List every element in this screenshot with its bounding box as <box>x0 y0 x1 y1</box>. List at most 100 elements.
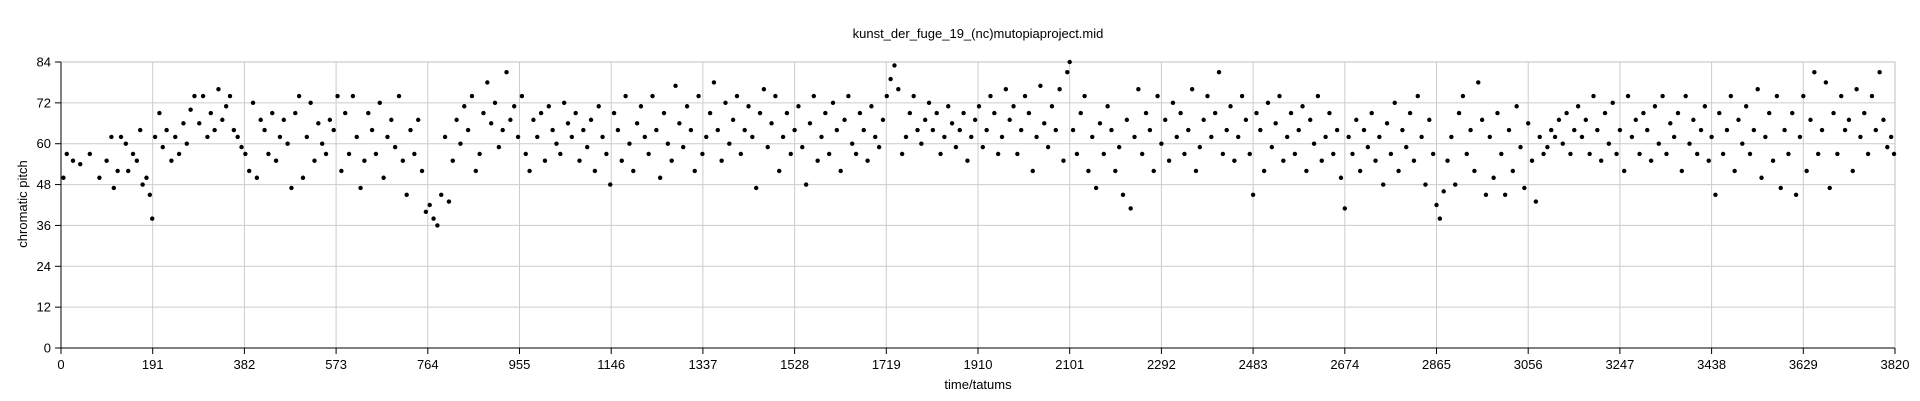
data-point <box>1622 168 1627 174</box>
data-point <box>1743 104 1749 109</box>
data-point <box>1648 158 1654 163</box>
data-point <box>152 134 158 140</box>
data-point <box>408 127 413 133</box>
data-point <box>1808 117 1813 123</box>
data-point <box>169 158 174 163</box>
data-point <box>976 104 982 109</box>
data-point <box>581 127 586 133</box>
data-point <box>157 110 162 116</box>
data-point <box>1265 100 1271 106</box>
data-point <box>1441 189 1446 194</box>
data-point <box>1583 117 1589 123</box>
data-point <box>558 151 563 157</box>
data-point <box>205 134 210 140</box>
data-point <box>1277 93 1282 99</box>
data-point <box>1579 134 1585 140</box>
data-point <box>1151 168 1156 174</box>
data-point <box>826 151 832 157</box>
data-point <box>339 168 344 174</box>
data-point <box>1174 134 1179 140</box>
data-point <box>1070 127 1076 133</box>
data-point <box>392 144 398 150</box>
data-point <box>934 110 939 116</box>
data-point <box>627 141 632 146</box>
data-point <box>1502 192 1508 197</box>
data-point <box>140 182 145 187</box>
data-point <box>846 93 851 99</box>
x-tick-label: 191 <box>142 357 164 372</box>
data-point <box>331 127 336 133</box>
data-point <box>1212 110 1218 116</box>
data-point <box>853 151 859 157</box>
data-point <box>942 134 947 140</box>
data-point <box>1793 192 1799 197</box>
y-tick-label: 60 <box>37 136 51 151</box>
data-point <box>1541 151 1546 157</box>
data-point <box>596 104 601 109</box>
data-point <box>1706 158 1711 163</box>
data-point <box>876 144 882 150</box>
data-point <box>1656 141 1661 146</box>
data-point <box>784 110 790 116</box>
data-point <box>1629 134 1635 140</box>
data-point <box>1419 134 1424 140</box>
data-point <box>1617 127 1623 133</box>
data-point <box>1057 87 1062 92</box>
data-point <box>1258 127 1263 133</box>
data-point <box>1415 93 1420 99</box>
data-point <box>1823 80 1829 85</box>
data-point <box>903 134 909 140</box>
data-point <box>1078 110 1083 116</box>
data-point <box>634 121 640 126</box>
data-point <box>1163 117 1168 123</box>
data-point <box>1061 158 1066 163</box>
data-point <box>1423 182 1428 187</box>
data-point <box>1132 134 1137 140</box>
x-tick-label: 3820 <box>1881 357 1910 372</box>
data-point <box>308 100 313 106</box>
data-point <box>1778 185 1783 191</box>
data-point <box>1400 127 1405 133</box>
data-point <box>266 151 271 157</box>
data-point <box>965 158 970 163</box>
data-point <box>707 110 713 116</box>
data-point <box>565 121 571 126</box>
data-point <box>650 93 655 99</box>
data-point <box>1323 134 1328 140</box>
data-point <box>1250 192 1256 197</box>
axes <box>55 61 1896 354</box>
data-point <box>619 158 624 163</box>
data-point <box>150 216 155 221</box>
data-point <box>1645 127 1650 133</box>
y-tick-label: 12 <box>37 300 51 315</box>
data-point <box>1178 110 1183 116</box>
data-point <box>1239 93 1245 99</box>
data-point <box>1869 93 1875 99</box>
data-point <box>1842 127 1848 133</box>
data-point <box>439 192 444 197</box>
data-point <box>1427 117 1432 123</box>
data-point <box>1724 127 1730 133</box>
data-point <box>1053 127 1058 133</box>
data-point <box>1720 151 1726 157</box>
data-point <box>1437 216 1443 221</box>
data-point <box>1770 158 1776 163</box>
data-point <box>531 117 536 123</box>
data-point <box>454 117 459 123</box>
data-point <box>1197 144 1203 150</box>
x-tick-label: 3056 <box>1514 357 1543 372</box>
data-point <box>358 185 363 191</box>
data-point <box>1560 141 1565 146</box>
data-point <box>220 117 225 123</box>
x-tick-label: 2483 <box>1239 357 1268 372</box>
data-point <box>669 158 674 163</box>
data-point <box>504 70 509 75</box>
data-point <box>258 117 263 123</box>
data-point <box>492 100 498 106</box>
data-point <box>435 223 440 228</box>
data-point <box>1384 121 1390 126</box>
data-point <box>823 110 828 116</box>
data-point <box>1545 144 1550 150</box>
data-point <box>1518 144 1523 150</box>
data-point <box>1691 117 1696 123</box>
